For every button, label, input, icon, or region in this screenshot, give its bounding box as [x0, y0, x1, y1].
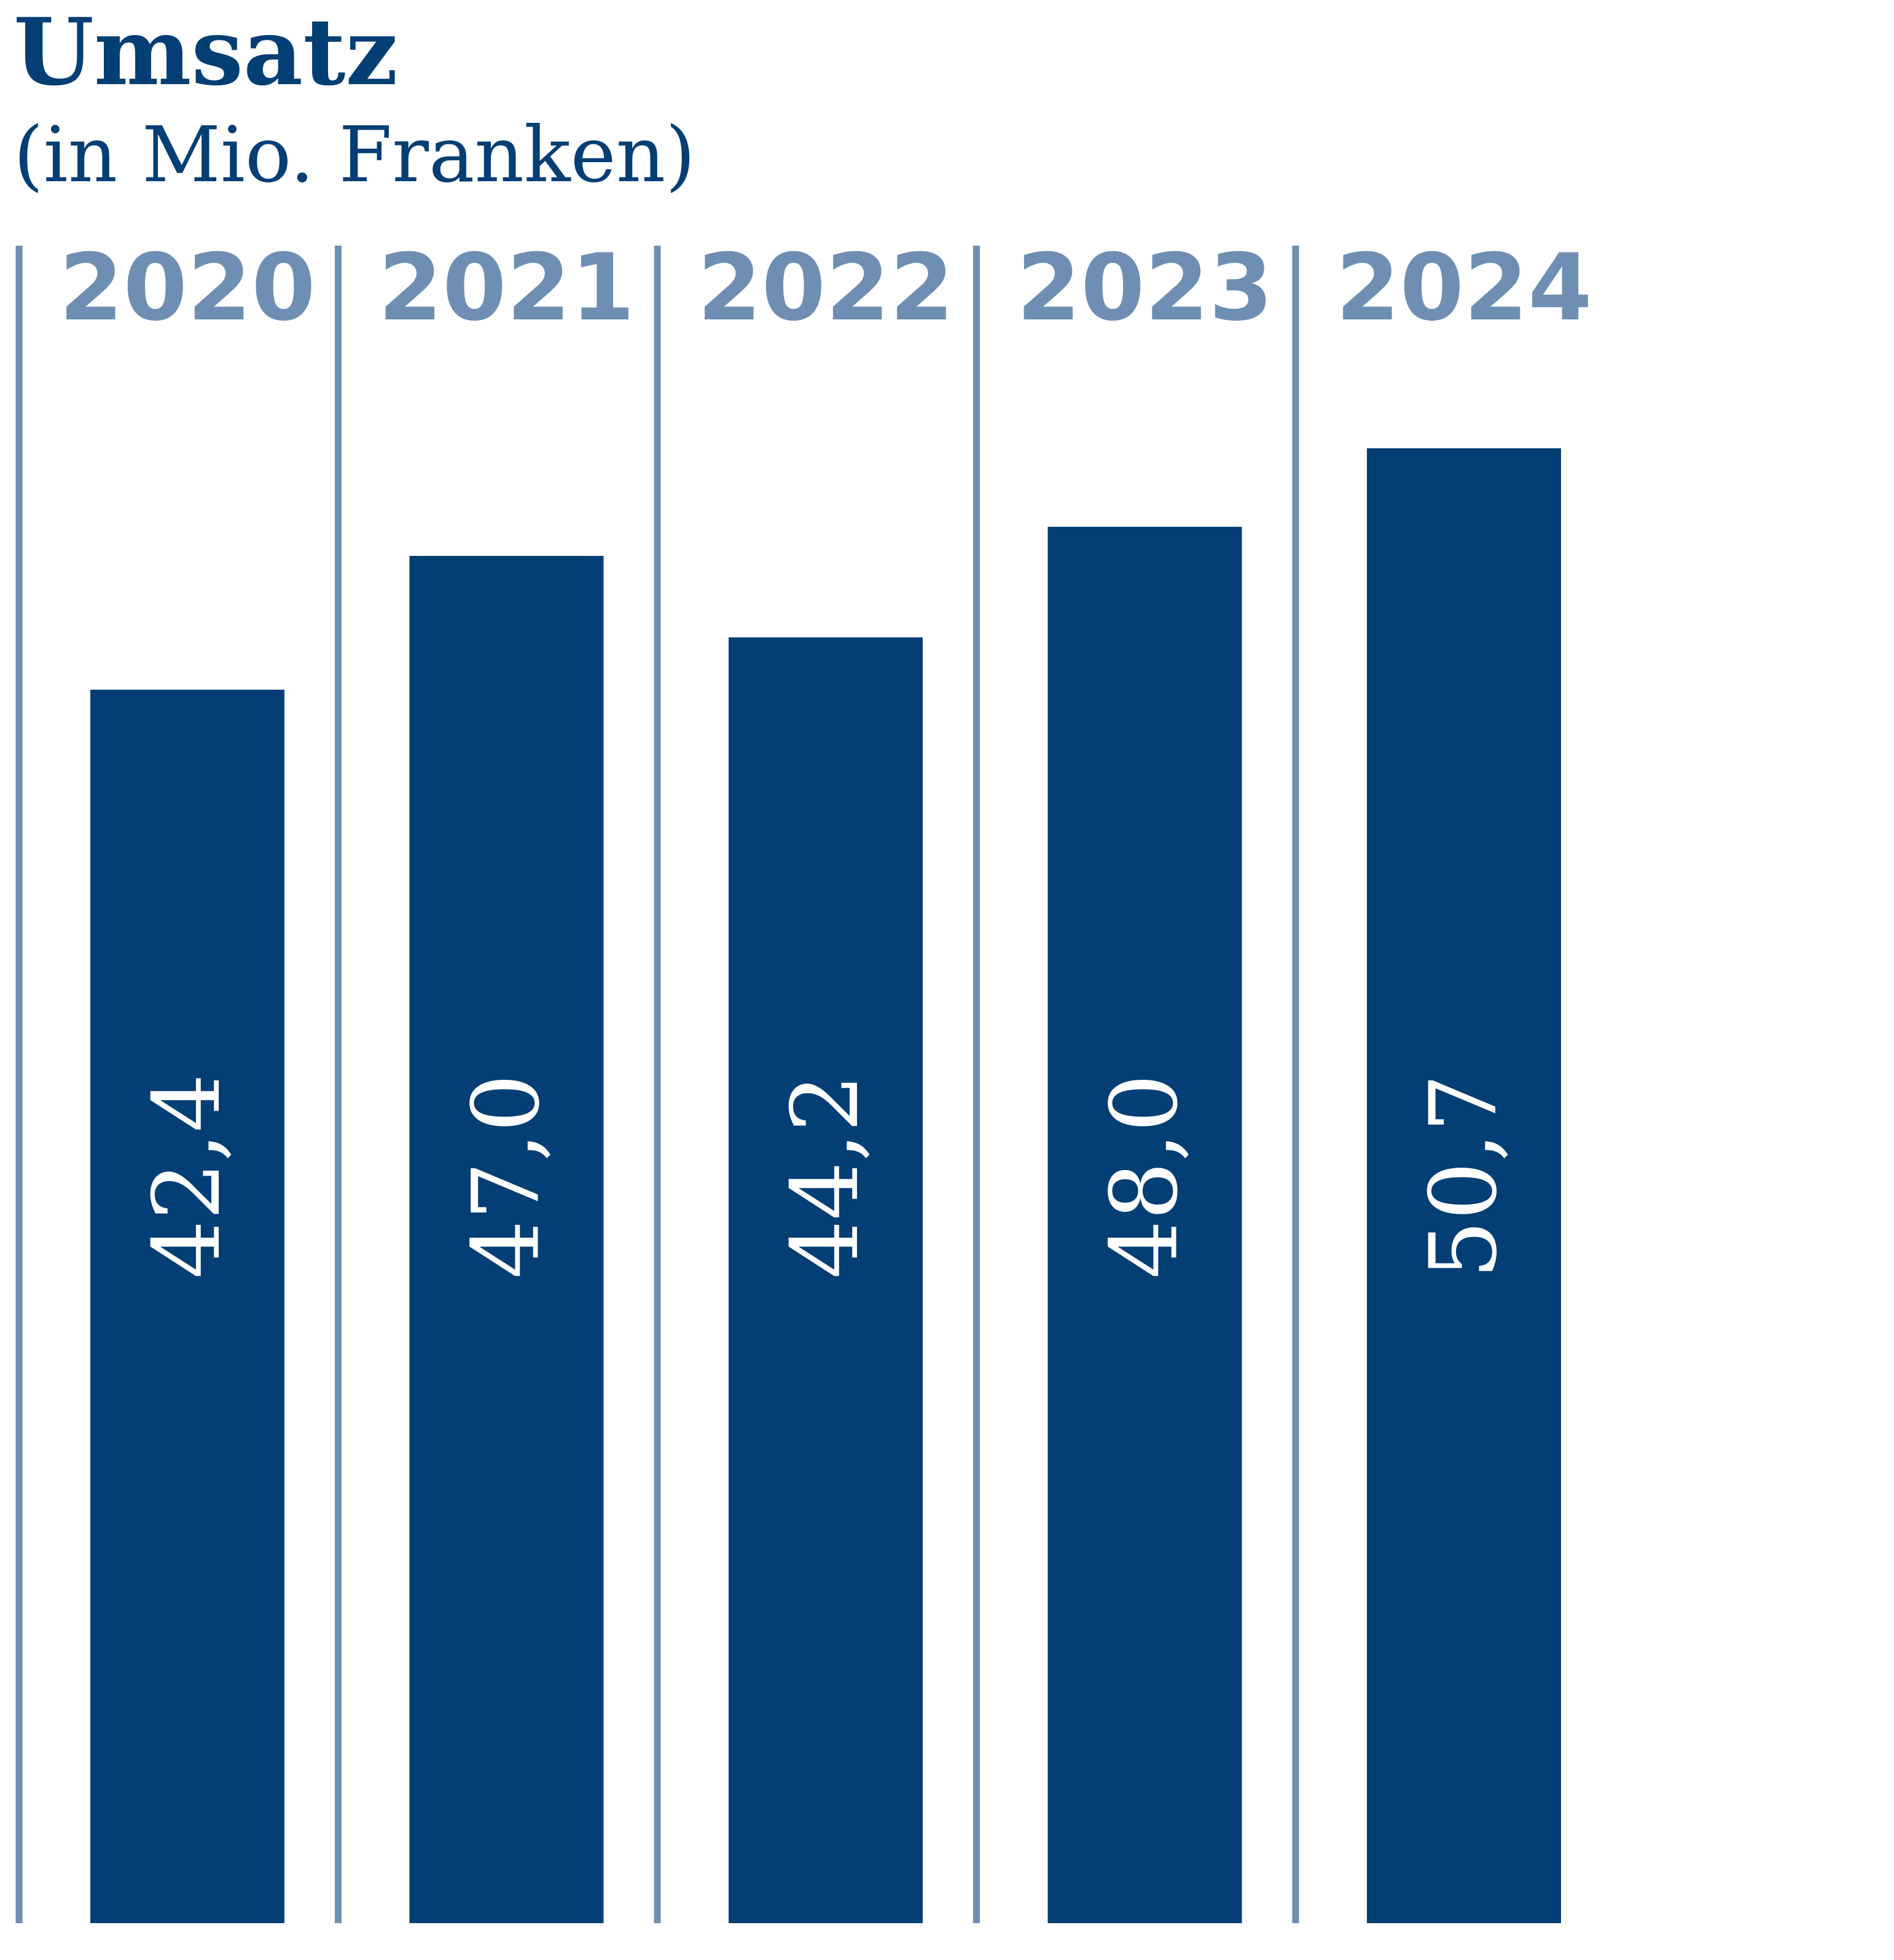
bar-2024	[1367, 448, 1561, 1924]
column-separator	[1292, 246, 1299, 1923]
value-label-2023: 48,0	[1092, 1074, 1199, 1279]
column-separator	[654, 246, 661, 1923]
column-separator	[335, 246, 342, 1923]
bar-2022	[729, 637, 923, 1923]
category-label-2020: 2020	[59, 235, 315, 342]
chart-title: Umsatz	[14, 0, 398, 106]
category-label-2023: 2023	[1017, 235, 1273, 342]
bar-2021	[409, 556, 604, 1923]
column-separator	[15, 246, 23, 1923]
value-label-2021: 47,0	[453, 1074, 560, 1279]
column-separator	[973, 246, 980, 1923]
value-label-2022: 44,2	[772, 1074, 879, 1279]
chart-subtitle: (in Mio. Franken)	[14, 111, 695, 200]
category-label-2024: 2024	[1336, 235, 1592, 342]
bar-2023	[1047, 526, 1242, 1923]
category-label-2021: 2021	[378, 235, 635, 342]
category-label-2022: 2022	[697, 235, 953, 342]
value-label-2024: 50,7	[1411, 1074, 1517, 1279]
bar-2020	[90, 689, 284, 1923]
value-label-2020: 42,4	[134, 1074, 241, 1279]
